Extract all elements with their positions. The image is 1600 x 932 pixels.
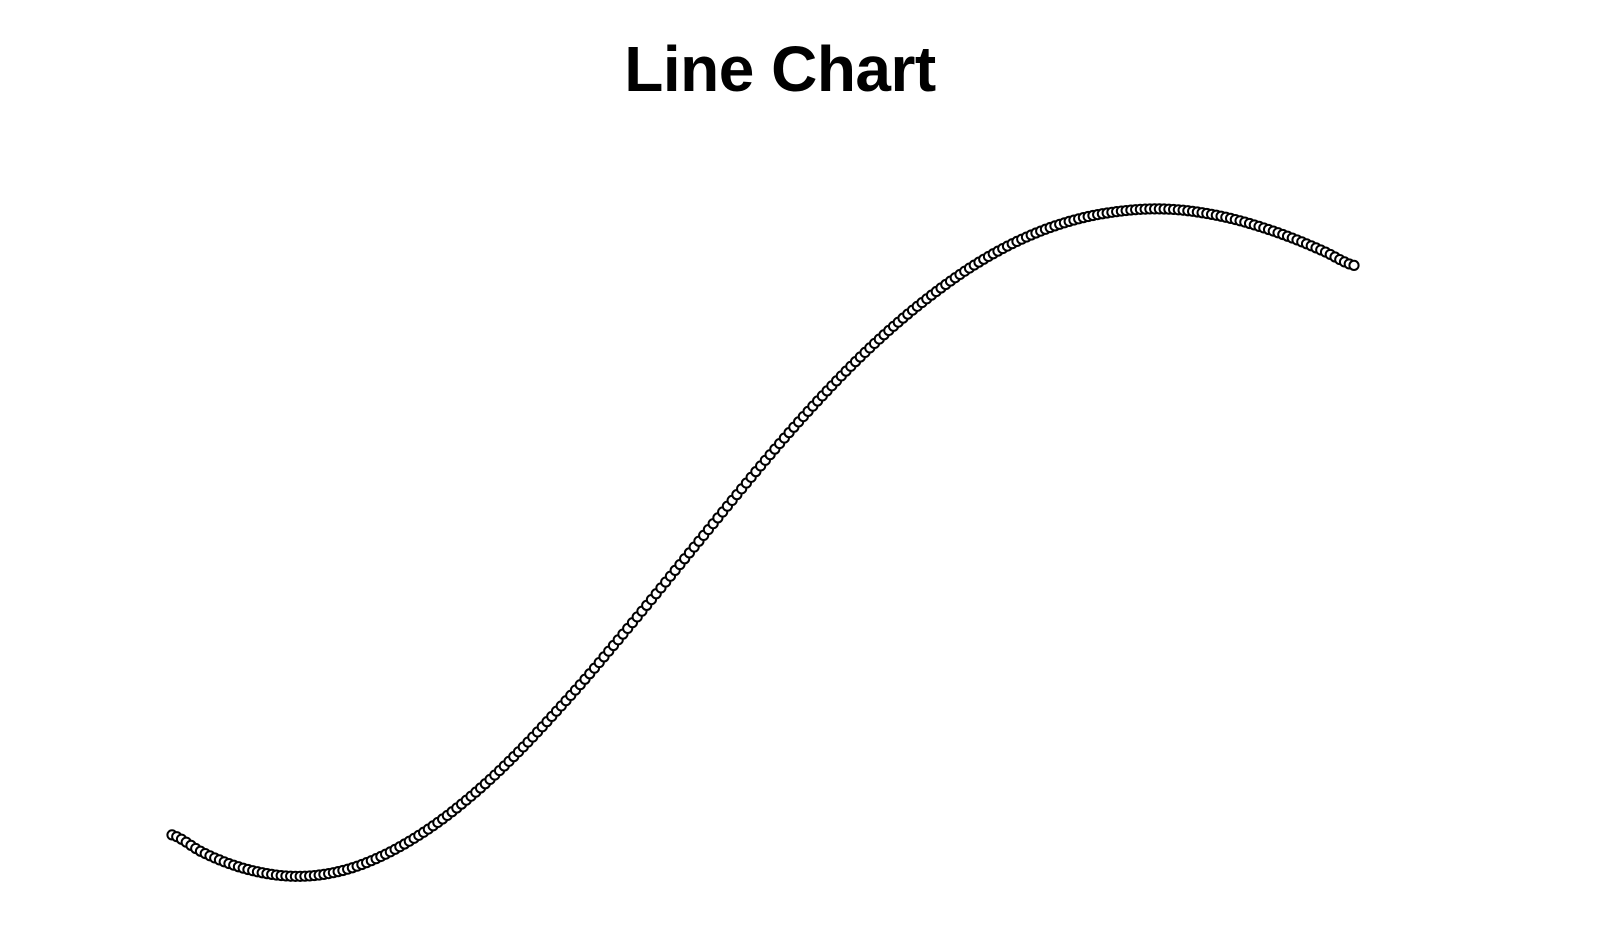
series-markers [166,203,1360,882]
series-line [171,207,1355,878]
chart-title: Line Chart [624,33,936,105]
data-point [1348,259,1360,271]
